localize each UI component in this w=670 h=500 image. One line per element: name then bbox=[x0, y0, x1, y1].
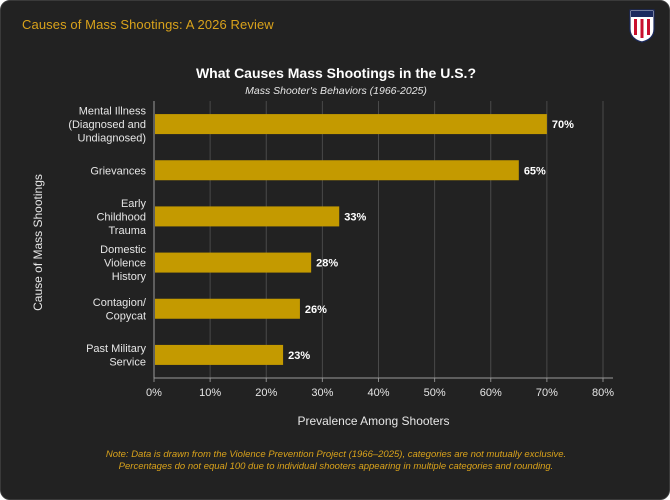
x-tick-label: 60% bbox=[480, 387, 502, 399]
x-tick-label: 40% bbox=[367, 387, 389, 399]
bar-value-label: 23% bbox=[288, 350, 310, 362]
bar-value-label: 70% bbox=[552, 119, 574, 131]
x-tick-label: 0% bbox=[146, 387, 162, 399]
category-label: Domestic Violence History bbox=[100, 244, 146, 283]
bar-value-label: 26% bbox=[305, 304, 327, 316]
bar bbox=[155, 160, 519, 181]
category-label: Past Military Service bbox=[86, 343, 146, 369]
footnote: Note: Data is drawn from the Violence Pr… bbox=[1, 449, 669, 473]
bar bbox=[155, 344, 284, 365]
y-axis-title: Cause of Mass Shootings bbox=[31, 174, 45, 311]
category-label: Grievances bbox=[90, 165, 146, 177]
footnote-line-1: Note: Data is drawn from the Violence Pr… bbox=[105, 449, 567, 460]
bar bbox=[155, 206, 340, 227]
x-tick-label: 50% bbox=[424, 387, 446, 399]
bar bbox=[155, 114, 547, 135]
bar-value-label: 65% bbox=[524, 165, 546, 177]
page-header-title: Causes of Mass Shootings: A 2026 Review bbox=[22, 17, 274, 32]
x-tick-label: 30% bbox=[311, 387, 333, 399]
x-tick-label: 80% bbox=[592, 387, 614, 399]
category-label: Early Childhood Trauma bbox=[96, 198, 146, 237]
footnote-line-2: Percentages do not equal 100 due to indi… bbox=[118, 461, 554, 472]
chart-subtitle: Mass Shooter's Behaviors (1966-2025) bbox=[245, 85, 427, 97]
category-label: Contagion/Copycat bbox=[93, 297, 147, 323]
x-tick-label: 20% bbox=[255, 387, 277, 399]
ammo-shield-logo bbox=[629, 9, 655, 43]
x-tick-label: 70% bbox=[536, 387, 558, 399]
x-axis-title: Prevalence Among Shooters bbox=[297, 414, 449, 428]
bar bbox=[155, 298, 300, 319]
bar-value-label: 33% bbox=[344, 211, 366, 223]
bar-value-label: 28% bbox=[316, 258, 338, 270]
category-label: Mental Illness (Diagnosed and Undiagnosed) bbox=[68, 106, 146, 145]
x-tick-label: 10% bbox=[199, 387, 221, 399]
bar bbox=[155, 252, 312, 273]
chart-title: What Causes Mass Shootings in the U.S.? bbox=[195, 65, 477, 81]
